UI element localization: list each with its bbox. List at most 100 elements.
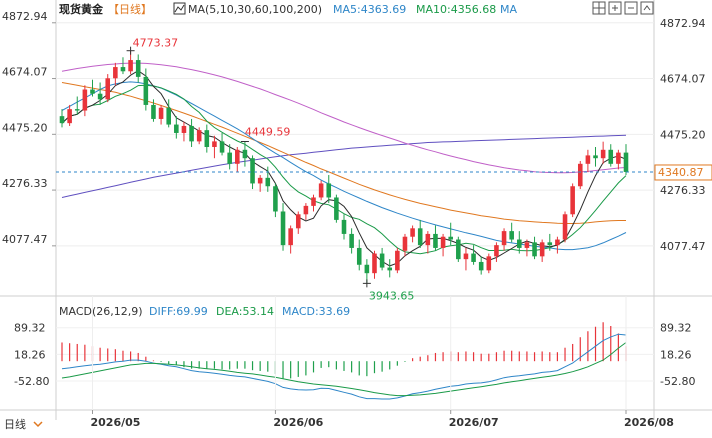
- candle-body: [334, 197, 339, 220]
- candle: [227, 144, 232, 170]
- candle-body: [478, 261, 484, 271]
- candle: [318, 180, 324, 201]
- candle-body: [219, 141, 225, 153]
- candle: [509, 222, 514, 243]
- macd-axis: 89.32 89.32 18.26 18.26 -52.80 -52.80: [14, 322, 695, 388]
- candle: [303, 203, 309, 220]
- indicator-label[interactable]: MA(5,10,30,60,100,200): [188, 3, 322, 16]
- candle-body: [204, 130, 210, 147]
- candle: [212, 135, 217, 159]
- candle-body: [448, 236, 453, 240]
- grid-icon[interactable]: [592, 1, 606, 15]
- price-tick-label-left: 4872.94: [2, 10, 48, 23]
- candle: [204, 124, 210, 153]
- macd-label[interactable]: MACD(26,12,9): [59, 305, 143, 318]
- candle: [113, 62, 118, 86]
- price-tick-label-right: 4475.20: [660, 128, 706, 141]
- candle-body: [539, 242, 545, 257]
- candle: [623, 144, 629, 176]
- candle-body: [326, 183, 332, 198]
- collapse-icon[interactable]: [640, 1, 654, 15]
- candle-body: [311, 197, 316, 206]
- candle-body: [280, 211, 286, 246]
- candle: [433, 225, 438, 251]
- instrument-title: 现货黄金: [59, 2, 104, 16]
- candle: [311, 194, 316, 212]
- candle: [524, 239, 530, 257]
- candle-body: [265, 177, 271, 187]
- candle-body: [494, 245, 499, 257]
- candle-body: [97, 93, 103, 100]
- recent-high-label: 4449.59: [245, 125, 291, 138]
- candle: [334, 194, 339, 223]
- ma5-line: [61, 70, 627, 267]
- candle: [379, 247, 385, 271]
- candle: [250, 155, 255, 190]
- candle: [174, 116, 179, 139]
- period-footer[interactable]: 日线: [4, 417, 43, 431]
- candle: [402, 233, 408, 257]
- candle: [501, 228, 507, 251]
- price-tick-label-right: 4674.07: [660, 73, 706, 86]
- candle-body: [242, 149, 248, 159]
- macd-tick-label-left: -52.80: [14, 375, 49, 388]
- candle-body: [341, 219, 347, 234]
- candle-body: [212, 141, 217, 147]
- last-price-label: 4340.87: [658, 166, 704, 179]
- candle: [463, 247, 469, 271]
- candle: [440, 233, 446, 257]
- candle: [151, 99, 156, 122]
- candle: [280, 203, 286, 251]
- candle-body: [356, 247, 362, 265]
- candle-body: [425, 233, 431, 246]
- candle-body: [600, 149, 606, 159]
- candle: [341, 214, 347, 240]
- chevron-down-icon[interactable]: [33, 421, 43, 428]
- candle-body: [151, 104, 156, 119]
- macd-tick-label-right: 18.26: [660, 348, 692, 361]
- candle: [189, 118, 194, 147]
- candle-body: [364, 264, 370, 274]
- candle: [395, 247, 400, 274]
- candle-body: [90, 89, 95, 94]
- candle: [265, 166, 271, 192]
- candle-body: [395, 250, 400, 271]
- candle-body: [402, 236, 408, 251]
- candle-body: [181, 125, 187, 133]
- candle: [288, 225, 293, 254]
- candle-body: [113, 67, 118, 79]
- indicator-icon[interactable]: [173, 2, 186, 15]
- ma10-line: [61, 84, 627, 255]
- period-label[interactable]: 【日线】: [108, 2, 152, 16]
- candle: [158, 104, 164, 125]
- candle: [196, 127, 202, 145]
- candle: [517, 231, 522, 254]
- macd-histogram: [61, 322, 627, 379]
- candle: [105, 74, 111, 103]
- candle-body: [349, 233, 354, 248]
- candle-body: [105, 78, 111, 100]
- time-tick-label: 2026/07: [449, 416, 499, 429]
- candle-body: [273, 186, 278, 212]
- dea-readout: DEA:53.14: [216, 305, 274, 318]
- candle-body: [509, 231, 514, 240]
- candle-body: [486, 256, 492, 271]
- candle-body: [174, 124, 179, 133]
- candle-body: [433, 233, 438, 248]
- time-tick-label: 2026/06: [273, 416, 323, 429]
- price-tick-label-left: 4475.20: [2, 121, 48, 134]
- ma200-line: [61, 134, 627, 198]
- ma5-readout: MA5:4363.69: [333, 3, 406, 16]
- candle: [448, 222, 453, 246]
- candle-body: [547, 242, 553, 246]
- candle: [97, 82, 103, 105]
- candle: [417, 219, 423, 248]
- macd-header: MACD(26,12,9) DIFF:69.99 DEA:53.14 MACD:…: [59, 305, 350, 318]
- candle: [120, 57, 126, 75]
- candle-body: [189, 125, 194, 142]
- candle-body: [166, 107, 171, 125]
- candle: [547, 233, 553, 251]
- zoom-in-icon[interactable]: [608, 1, 622, 15]
- zoom-out-icon[interactable]: [624, 1, 638, 15]
